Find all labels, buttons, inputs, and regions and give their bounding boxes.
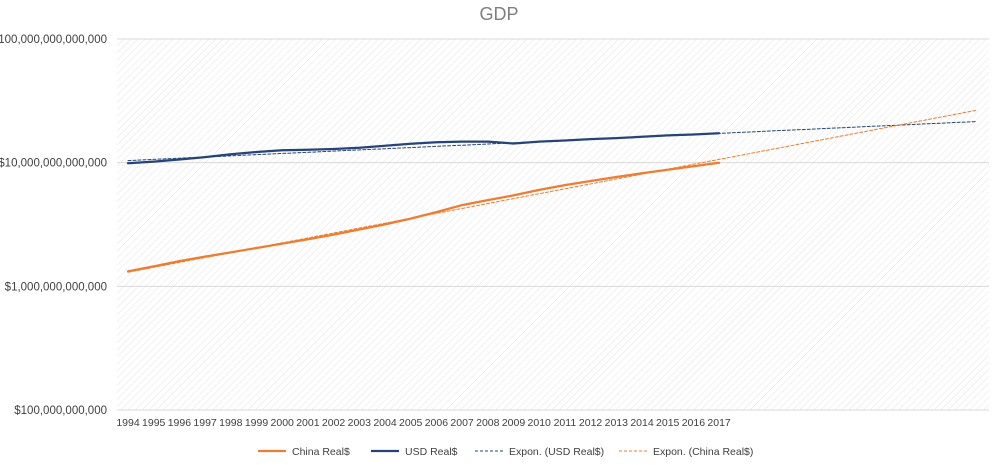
series-line-expon-china-real (127, 109, 977, 273)
y-axis: $100,000,000,000 $1,000,000,000,000 $10,00… (0, 34, 107, 417)
y-tick-label: $100,000,000,000,000 (0, 34, 107, 46)
x-tick-label: 2011 (554, 417, 577, 429)
series-lines (126, 109, 977, 273)
plot-area (117, 39, 989, 410)
x-tick-label: 2004 (373, 417, 397, 429)
y-tick-label: $100,000,000,000 (14, 405, 107, 417)
legend: China Real$ USD Real$ Expon. (USD Real$) Ex… (258, 446, 753, 458)
x-tick-label: 2002 (322, 417, 346, 429)
x-tick-label: 2009 (502, 417, 526, 429)
x-tick-label: 1999 (245, 417, 269, 429)
x-tick-label: 1995 (142, 417, 166, 429)
x-tick-label: 2006 (425, 417, 449, 429)
x-tick-label: 2008 (476, 417, 500, 429)
legend-label: USD Real$ (405, 446, 458, 458)
x-tick-label: 2014 (630, 417, 654, 429)
x-tick-label: 2003 (348, 417, 372, 429)
x-tick-label: 2013 (605, 417, 629, 429)
series-line-china-real (126, 161, 721, 273)
x-tick-label: 2007 (450, 417, 474, 429)
y-tick-label: $1,000,000,000,000 (5, 281, 107, 293)
legend-label: Expon. (USD Real$) (509, 446, 604, 458)
x-tick-label: 2015 (656, 417, 680, 429)
x-tick-label: 2012 (579, 417, 603, 429)
x-tick-label: 2016 (682, 417, 706, 429)
y-tick-label: $10,000,000,000,000 (0, 158, 107, 170)
legend-label: Expon. (China Real$) (653, 446, 753, 458)
x-axis: 1994 1995 1996 1997 1998 1999 2000 2001 2002 2003… (116, 417, 731, 429)
x-tick-label: 2000 (271, 417, 295, 429)
legend-label: China Real$ (292, 446, 350, 458)
chart-title: GDP (479, 4, 518, 24)
x-tick-label: 1994 (116, 417, 140, 429)
gridlines (117, 38, 989, 411)
x-tick-label: 2001 (296, 417, 320, 429)
series-line-expon-usd-real (127, 121, 977, 162)
x-tick-label: 1997 (193, 417, 217, 429)
x-tick-label: 1998 (219, 417, 243, 429)
x-tick-label: 2017 (707, 417, 731, 429)
x-tick-label: 2005 (399, 417, 423, 429)
x-tick-label: 1996 (168, 417, 192, 429)
x-tick-label: 2010 (528, 417, 552, 429)
series-line-usd-real (126, 132, 721, 165)
